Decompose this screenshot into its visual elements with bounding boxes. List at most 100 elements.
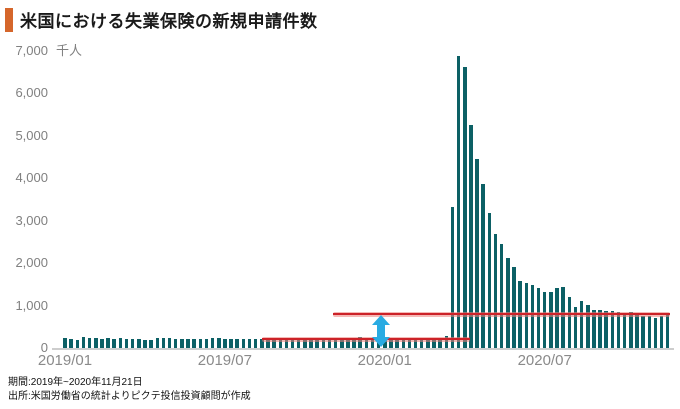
bar <box>665 314 670 348</box>
bar <box>555 287 559 348</box>
bar <box>296 338 301 348</box>
bar <box>340 338 344 348</box>
bar <box>395 338 399 348</box>
bar <box>616 311 621 348</box>
gap-double-arrow-icon <box>372 314 391 347</box>
x-tick-label: 2019/07 <box>197 352 252 369</box>
bar <box>358 337 362 348</box>
x-tick-label: 2019/01 <box>37 352 93 369</box>
bar <box>432 338 436 348</box>
bar <box>223 339 227 348</box>
bar <box>469 125 473 348</box>
bar <box>260 339 264 348</box>
bar <box>629 312 633 348</box>
bar <box>610 310 615 348</box>
bar <box>253 338 258 348</box>
bar <box>309 338 313 348</box>
bar <box>561 287 565 348</box>
bar <box>112 338 116 348</box>
bar <box>475 159 479 348</box>
bar <box>321 338 326 348</box>
chart-footnotes: 期間:2019年~2020年11月21日 出所:米国労働省の統計よりピクテ投信投… <box>8 376 251 404</box>
bar <box>635 314 639 348</box>
bar <box>641 315 645 348</box>
current-level-line <box>333 313 670 315</box>
bar <box>622 315 627 348</box>
x-tick-label: 2020/01 <box>357 352 412 369</box>
bar <box>573 306 578 348</box>
bar <box>106 338 110 348</box>
bar <box>143 339 147 348</box>
bar <box>204 338 209 348</box>
y-tick-label: 3,000 <box>15 212 48 228</box>
x-axis-line <box>52 348 674 350</box>
bar <box>653 317 658 348</box>
bar <box>161 338 166 348</box>
period-note: 期間:2019年~2020年11月21日 <box>8 377 143 388</box>
source-note: 出所:米国労働省の統計よりピクテ投信投資顧問が作成 <box>8 391 251 402</box>
bar <box>81 337 86 348</box>
y-tick-label: 1,000 <box>15 297 48 313</box>
bar <box>75 339 80 348</box>
bar <box>63 338 67 348</box>
y-tick-label: 6,000 <box>15 85 48 100</box>
bar <box>186 338 190 348</box>
bar <box>456 56 461 348</box>
bar <box>647 315 651 348</box>
bar <box>284 339 289 348</box>
bar <box>124 338 129 348</box>
bar <box>327 339 332 348</box>
bar <box>290 338 295 348</box>
bar <box>155 338 159 348</box>
bar <box>278 339 282 348</box>
bar <box>303 338 307 348</box>
bar <box>506 257 510 348</box>
bar <box>407 339 412 348</box>
bar <box>130 338 135 348</box>
y-tick-label: 4,000 <box>15 170 48 185</box>
bar <box>444 336 449 348</box>
y-tick-label: 5,000 <box>15 127 48 143</box>
bar <box>69 338 73 348</box>
bar <box>419 338 424 348</box>
y-axis-unit-label: 千人 <box>56 42 83 58</box>
bar <box>149 339 153 348</box>
title-accent-marker <box>5 8 13 32</box>
bar <box>438 339 442 348</box>
bar <box>180 338 184 348</box>
bar <box>266 338 270 348</box>
bar <box>315 338 319 348</box>
bar <box>542 292 547 348</box>
bar <box>499 244 504 348</box>
chart-header: 米国における失業保険の新規申請件数 <box>0 0 680 36</box>
y-tick-label: 7,000 <box>15 42 48 58</box>
bar <box>192 338 196 348</box>
arrowhead-up <box>372 314 391 325</box>
bar <box>536 287 541 348</box>
bar <box>586 305 590 348</box>
bar <box>413 339 418 348</box>
bar <box>592 310 596 348</box>
bar <box>217 338 221 348</box>
bar <box>389 339 393 348</box>
bar <box>241 338 246 348</box>
x-tick-label: 2020/07 <box>517 352 572 369</box>
chart-title: 米国における失業保険の新規申請件数 <box>20 12 318 31</box>
bar <box>659 316 664 348</box>
bar <box>401 338 405 348</box>
y-tick-label: 2,000 <box>15 255 48 270</box>
bar <box>463 66 467 348</box>
bar <box>100 338 104 348</box>
bar <box>604 311 608 348</box>
bar <box>567 297 572 348</box>
bar <box>118 338 123 348</box>
bar <box>198 338 203 348</box>
bar <box>493 233 498 348</box>
bar <box>346 338 350 348</box>
bar <box>481 183 485 348</box>
bar <box>173 338 178 348</box>
bar <box>426 338 430 348</box>
bar <box>235 339 239 348</box>
